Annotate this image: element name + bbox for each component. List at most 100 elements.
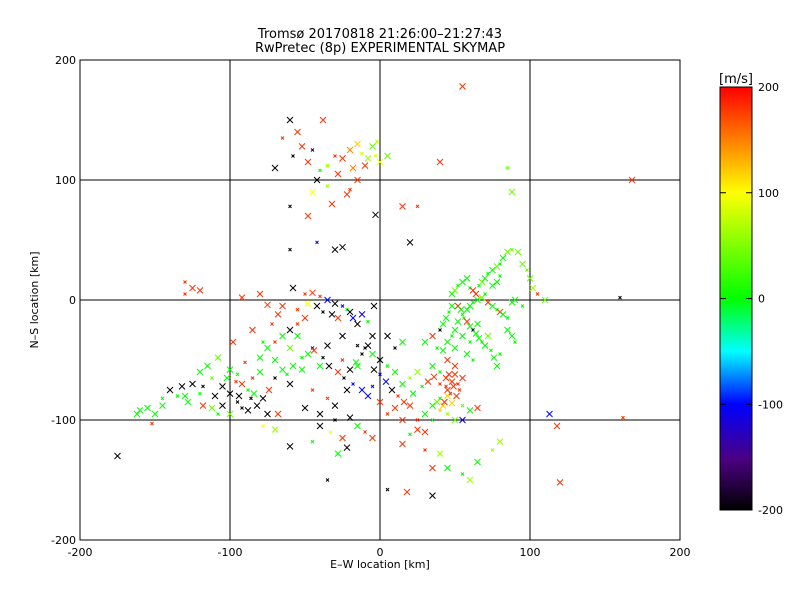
- data-point: [441, 398, 448, 406]
- data-point: [393, 346, 397, 350]
- data-point: [456, 382, 460, 386]
- data-point: [444, 384, 448, 389]
- data-point: [310, 346, 315, 350]
- data-point: [471, 358, 475, 362]
- data-point: [375, 139, 379, 144]
- data-point: [463, 275, 471, 282]
- data-point: [256, 368, 264, 376]
- data-point: [279, 332, 286, 340]
- data-point: [406, 239, 414, 246]
- data-point: [271, 356, 279, 364]
- data-point: [499, 311, 507, 318]
- data-point: [286, 326, 294, 334]
- data-point: [472, 290, 480, 298]
- data-point: [553, 422, 561, 430]
- data-point: [364, 155, 372, 162]
- data-point: [508, 188, 516, 196]
- data-point: [343, 191, 351, 198]
- data-point: [166, 386, 174, 394]
- data-point: [333, 418, 337, 422]
- chart-title: Tromsø 20170818 21:26:00–21:27:43: [257, 27, 502, 42]
- data-point: [246, 388, 250, 392]
- data-point: [331, 246, 339, 253]
- data-point: [273, 340, 277, 344]
- data-point: [304, 212, 312, 220]
- data-point: [294, 128, 301, 136]
- data-point: [364, 342, 372, 349]
- data-point: [414, 426, 421, 433]
- data-point: [511, 296, 519, 304]
- data-point: [256, 354, 264, 361]
- data-point: [289, 362, 297, 370]
- data-point: [370, 302, 378, 310]
- data-point: [264, 410, 271, 418]
- data-point: [373, 154, 378, 158]
- data-point: [490, 448, 495, 452]
- x-tick-label: -100: [218, 546, 243, 559]
- data-point: [219, 402, 226, 409]
- data-point: [151, 410, 159, 418]
- data-point: [295, 322, 300, 326]
- colorbar-tick-label: 0: [758, 293, 765, 306]
- data-point: [325, 184, 330, 188]
- data-point: [489, 266, 496, 274]
- data-point: [424, 378, 432, 385]
- data-point: [229, 338, 237, 346]
- data-point: [505, 166, 510, 170]
- data-point: [199, 402, 207, 409]
- data-point: [361, 162, 369, 169]
- data-point: [438, 408, 442, 413]
- data-point: [159, 402, 166, 409]
- data-point: [310, 347, 318, 354]
- data-point: [454, 318, 462, 325]
- data-point: [618, 295, 622, 300]
- data-point: [328, 200, 336, 208]
- data-point: [175, 394, 180, 398]
- data-point: [208, 404, 216, 412]
- x-tick-label: 0: [377, 546, 384, 559]
- data-point: [325, 163, 330, 168]
- data-point: [430, 418, 435, 422]
- data-point: [358, 386, 366, 394]
- data-point: [300, 355, 304, 360]
- data-point: [355, 343, 360, 348]
- y-tick-label: -100: [51, 414, 76, 427]
- data-point: [385, 412, 390, 416]
- data-point: [459, 332, 466, 340]
- data-point: [204, 362, 211, 370]
- data-point: [471, 300, 475, 305]
- data-point: [333, 154, 337, 158]
- data-point: [385, 487, 390, 492]
- data-point: [354, 176, 361, 184]
- data-point: [450, 334, 454, 338]
- data-point: [468, 340, 472, 344]
- data-point: [546, 410, 553, 418]
- data-point: [399, 380, 406, 388]
- data-point: [520, 304, 525, 308]
- data-point: [201, 384, 205, 389]
- data-point: [360, 352, 364, 356]
- data-point: [399, 203, 406, 210]
- chart-subtitle: RwPretec (8p) EXPERIMENTAL SKYMAP: [255, 41, 505, 56]
- data-point: [343, 386, 351, 394]
- data-point: [214, 354, 222, 361]
- data-point: [316, 410, 324, 418]
- data-point: [243, 360, 247, 365]
- data-point: [421, 410, 429, 418]
- data-point: [310, 439, 315, 444]
- data-point: [280, 136, 285, 140]
- data-point: [249, 326, 256, 334]
- data-point: [505, 316, 510, 320]
- data-point: [351, 382, 355, 386]
- data-point: [264, 301, 271, 309]
- data-point: [346, 146, 354, 154]
- data-point: [289, 284, 297, 292]
- data-point: [421, 338, 429, 346]
- data-point: [489, 282, 496, 289]
- data-point: [150, 421, 154, 426]
- data-point: [439, 320, 447, 328]
- data-point: [456, 283, 460, 288]
- data-point: [378, 372, 382, 377]
- data-point: [363, 430, 367, 434]
- data-point: [313, 302, 321, 310]
